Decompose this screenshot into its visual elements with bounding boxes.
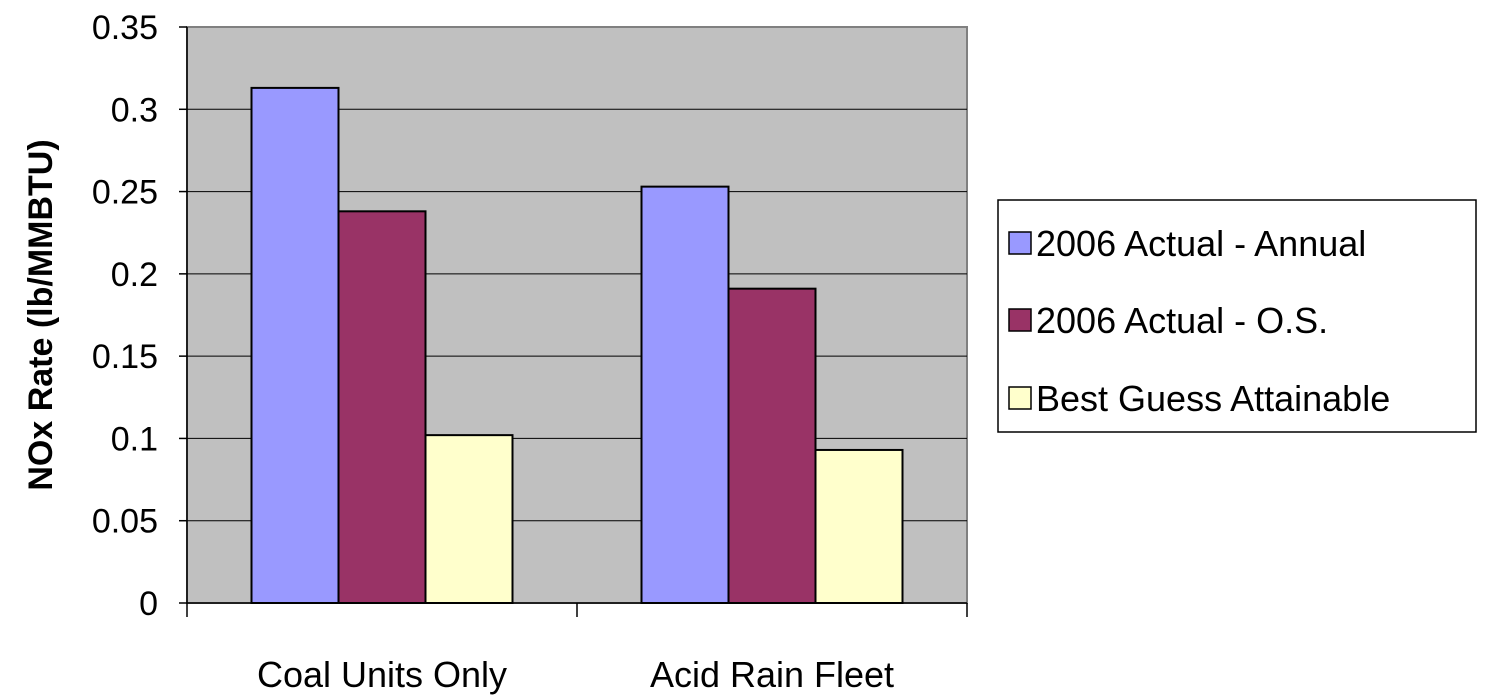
bars (250, 86, 904, 605)
bar-2006-actual-o-s-coal-units-only (337, 210, 427, 604)
y-tick-label: 0.35 (92, 9, 158, 47)
legend-swatch (1008, 386, 1032, 410)
y-tick-label: 0.2 (111, 256, 158, 294)
legend: 2006 Actual - Annual 2006 Actual - O.S. Be… (997, 199, 1477, 433)
y-tick-label: 0.25 (92, 174, 158, 212)
bar-2006-actual-annual-coal-units-only (250, 86, 340, 605)
legend-label: Best Guess Attainable (1036, 378, 1390, 419)
legend-swatch (1008, 308, 1032, 332)
y-tick-label: 0.1 (111, 420, 158, 458)
y-axis-title: NOx Rate (lb/MMBTU) (22, 139, 60, 490)
y-tick-label: 0.3 (111, 91, 158, 129)
legend-box (997, 199, 1477, 433)
x-category-label: Coal Units Only (257, 654, 507, 695)
y-tick-label: 0.15 (92, 338, 158, 376)
bar-best-guess-attainable-acid-rain-fleet (814, 448, 904, 604)
legend-swatch (1008, 231, 1032, 255)
bar-2006-actual-annual-acid-rain-fleet (640, 185, 730, 605)
bar-2006-actual-o-s-acid-rain-fleet (727, 287, 817, 604)
legend-label: 2006 Actual - O.S. (1036, 300, 1328, 341)
y-tick-label: 0 (139, 585, 158, 623)
y-tick-label: 0.05 (92, 503, 158, 541)
x-category-labels: Coal Units Only Acid Rain Fleet (257, 654, 894, 695)
y-tick-labels: 0 0.05 0.1 0.15 0.2 0.25 0.3 0.35 (92, 9, 158, 623)
axes (179, 26, 968, 617)
x-category-label: Acid Rain Fleet (650, 654, 894, 695)
bar-best-guess-attainable-coal-units-only (424, 434, 514, 604)
legend-label: 2006 Actual - Annual (1036, 223, 1366, 264)
